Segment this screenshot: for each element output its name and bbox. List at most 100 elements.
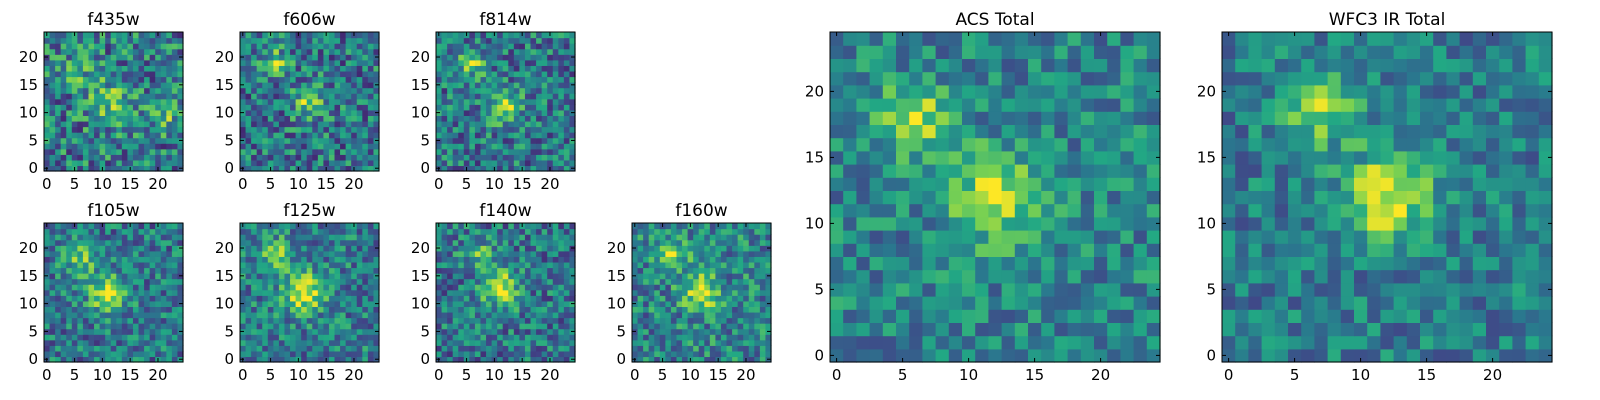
heatmap-cell — [94, 132, 101, 139]
heatmap-cell — [312, 295, 319, 302]
heatmap-cell — [82, 82, 90, 89]
heatmap-cell — [110, 311, 117, 319]
heatmap-cell — [317, 59, 324, 66]
heatmap-cell — [547, 345, 554, 352]
heatmap-cell — [356, 154, 363, 161]
heatmap-cell — [301, 93, 308, 100]
heatmap-cell — [55, 120, 62, 128]
heatmap-cell — [502, 328, 509, 335]
heatmap-cell — [480, 126, 487, 133]
heatmap-cell — [99, 228, 106, 235]
heatmap-cell — [317, 250, 324, 257]
heatmap-cell — [323, 339, 330, 346]
heatmap-cell — [698, 334, 705, 341]
heatmap-cell — [469, 306, 476, 313]
heatmap-cell — [569, 256, 576, 263]
heatmap-cell — [436, 159, 443, 167]
heatmap-cell — [524, 82, 532, 89]
heatmap-cell — [497, 311, 504, 319]
heatmap-cell — [962, 216, 976, 231]
heatmap-cell — [116, 311, 123, 319]
heatmap-cell — [110, 250, 117, 257]
heatmap-cell — [524, 48, 532, 55]
heatmap-cell — [240, 70, 247, 78]
heatmap-cell — [637, 278, 644, 285]
heatmap-cell — [44, 159, 51, 167]
heatmap-cell — [77, 87, 84, 94]
heatmap-cell — [715, 228, 722, 235]
heatmap-cell — [513, 48, 520, 55]
heatmap-cell — [127, 273, 134, 280]
heatmap-cell — [508, 93, 515, 100]
heatmap-cell — [480, 267, 487, 274]
heatmap-cell — [171, 306, 179, 313]
heatmap-cell — [317, 37, 324, 44]
heatmap-cell — [1133, 177, 1148, 191]
heatmap-cell — [166, 300, 173, 307]
heatmap-cell — [463, 256, 470, 263]
heatmap-cell — [367, 87, 375, 94]
heatmap-cell — [345, 154, 352, 161]
heatmap-cell — [362, 284, 369, 291]
heatmap-cell — [682, 273, 689, 280]
heatmap-cell — [340, 339, 347, 346]
heatmap-cell — [144, 278, 151, 285]
heatmap-cell — [356, 317, 363, 324]
heatmap-cell — [132, 143, 140, 150]
heatmap-cell — [547, 306, 554, 313]
heatmap-cell — [177, 239, 184, 246]
heatmap-cell — [659, 323, 666, 330]
heatmap-cell — [267, 82, 274, 89]
heatmap-cell — [121, 137, 128, 144]
heatmap-cell — [508, 261, 515, 269]
heatmap-cell — [77, 165, 84, 172]
heatmap-cell — [715, 289, 722, 296]
heatmap-cell — [502, 317, 509, 324]
heatmap-cell — [547, 48, 554, 55]
heatmap-cell — [60, 311, 67, 319]
heatmap-cell — [94, 339, 101, 346]
heatmap-cell — [116, 328, 123, 335]
heatmap-cell — [463, 143, 470, 150]
heatmap-cell — [1054, 190, 1069, 205]
heatmap-cell — [66, 65, 73, 72]
heatmap-cell — [704, 323, 711, 330]
heatmap-cell — [436, 289, 443, 296]
heatmap-cell — [273, 37, 280, 44]
heatmap-cell — [251, 317, 258, 324]
heatmap-cell — [869, 256, 884, 271]
heatmap-cell — [474, 323, 482, 330]
heatmap-cell — [155, 43, 162, 50]
heatmap-cell — [284, 345, 291, 352]
heatmap-cell — [519, 267, 526, 274]
heatmap-cell — [116, 223, 123, 230]
heatmap-cell — [312, 289, 319, 296]
heatmap-cell — [552, 93, 559, 100]
heatmap-cell — [49, 120, 56, 128]
y-tick-label: 5 — [420, 322, 430, 340]
heatmap-cell — [436, 239, 443, 246]
heatmap-cell — [44, 154, 51, 161]
heatmap-cell — [948, 203, 963, 218]
heatmap-cell — [44, 126, 51, 133]
heatmap-cell — [469, 154, 476, 161]
heatmap-cell — [166, 137, 173, 144]
heatmap-cell — [748, 239, 755, 246]
heatmap-cell — [447, 223, 454, 230]
heatmap-cell — [284, 154, 291, 161]
heatmap-cell — [643, 289, 650, 296]
heatmap-cell — [356, 311, 363, 319]
heatmap-cell — [637, 339, 644, 346]
heatmap-cell — [552, 132, 559, 139]
heatmap-cell — [44, 339, 51, 346]
heatmap-cell — [121, 250, 128, 257]
heatmap-cell — [704, 239, 711, 246]
heatmap-cell — [367, 273, 375, 280]
heatmap-cell — [138, 339, 145, 346]
heatmap-cell — [441, 37, 448, 44]
heatmap-cell — [82, 132, 90, 139]
heatmap-cell — [278, 345, 286, 352]
heatmap-cell — [240, 65, 247, 72]
heatmap-cell — [105, 323, 112, 330]
heatmap-cell — [709, 239, 716, 246]
